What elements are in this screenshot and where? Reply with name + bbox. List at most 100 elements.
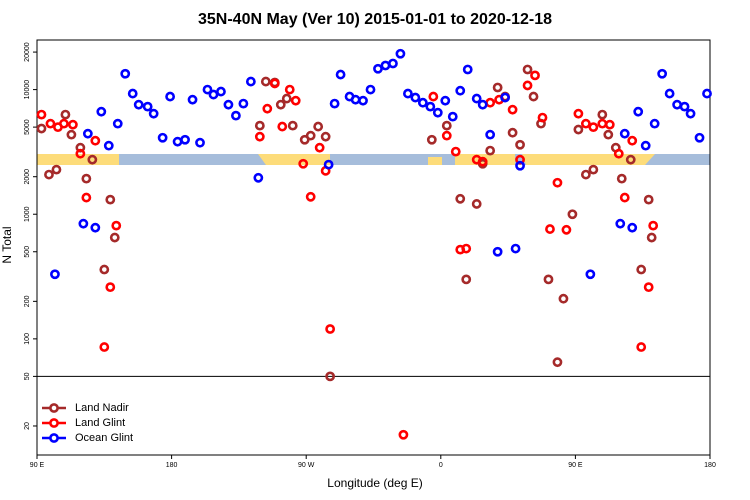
point [492, 246, 503, 257]
y-tick-label: 20000 [24, 42, 31, 62]
point [398, 429, 409, 440]
point [60, 109, 71, 120]
point [515, 160, 525, 171]
point [298, 158, 309, 169]
point [625, 154, 636, 165]
surface-band [37, 154, 710, 165]
legend-marker [49, 433, 59, 443]
point [202, 84, 213, 95]
point [44, 169, 54, 180]
point [253, 172, 264, 183]
land-band [428, 157, 442, 165]
point [597, 118, 608, 129]
point [284, 84, 295, 95]
point [320, 131, 331, 142]
legend-marker [49, 418, 59, 428]
point [365, 84, 376, 95]
point [262, 103, 273, 114]
point [90, 222, 101, 233]
point [685, 108, 696, 119]
point [461, 274, 472, 285]
point [580, 118, 591, 129]
point [619, 128, 630, 139]
y-tick-label: 10000 [24, 80, 31, 100]
point [561, 224, 572, 235]
point [325, 371, 336, 382]
point [492, 82, 503, 93]
ocean-band [37, 154, 710, 165]
legend-marker [49, 403, 59, 413]
point [432, 107, 443, 118]
point [643, 194, 654, 205]
point [133, 99, 144, 110]
point [223, 99, 234, 110]
land-band [37, 154, 119, 165]
plot-frame [36, 39, 711, 456]
point [648, 220, 659, 231]
point [636, 342, 647, 352]
x-tick-label: 90 W [298, 462, 315, 469]
point [82, 128, 93, 139]
point [636, 264, 647, 275]
point [558, 293, 569, 304]
y-tick-label: 1000 [24, 206, 31, 222]
y-tick-label: 200 [24, 295, 31, 307]
point [567, 209, 578, 220]
point [573, 108, 584, 119]
point [580, 169, 591, 180]
y-tick-label: 2000 [24, 169, 31, 185]
point [66, 129, 77, 140]
point [627, 222, 638, 233]
point [694, 132, 705, 143]
point [450, 146, 461, 157]
point [455, 85, 466, 96]
x-tick-label: 180 [704, 462, 716, 469]
y-axis-label: N Total [0, 226, 14, 263]
point [195, 137, 205, 148]
point [441, 130, 452, 141]
y-tick-label: 5000 [24, 119, 31, 135]
point [111, 220, 122, 231]
point [90, 135, 101, 146]
point [537, 112, 548, 123]
point [127, 88, 138, 99]
point [462, 64, 473, 75]
point [216, 86, 226, 97]
point [477, 156, 488, 167]
point [646, 232, 657, 243]
point [99, 342, 110, 352]
point [75, 148, 86, 159]
point [679, 101, 690, 112]
point [619, 192, 630, 203]
point [613, 148, 624, 159]
point [649, 118, 660, 129]
point [96, 106, 107, 117]
y-tick-label: 50 [24, 372, 31, 380]
point [485, 97, 496, 108]
point [616, 173, 627, 184]
point [597, 109, 608, 120]
point [702, 88, 712, 99]
point [254, 131, 265, 142]
point [314, 142, 325, 153]
point [388, 58, 398, 69]
point [358, 95, 368, 106]
point [105, 194, 116, 205]
point [281, 93, 292, 104]
point [148, 108, 159, 119]
point [208, 89, 219, 100]
point [112, 118, 123, 129]
point [99, 264, 110, 275]
point [588, 122, 599, 133]
point [81, 173, 92, 184]
point [157, 132, 168, 143]
point [395, 48, 406, 59]
point [485, 145, 496, 156]
point [522, 64, 533, 75]
point [471, 93, 482, 104]
point [305, 191, 316, 202]
y-tick-label: 20 [24, 422, 31, 430]
point [643, 282, 654, 293]
point [461, 243, 472, 254]
point [165, 91, 176, 102]
